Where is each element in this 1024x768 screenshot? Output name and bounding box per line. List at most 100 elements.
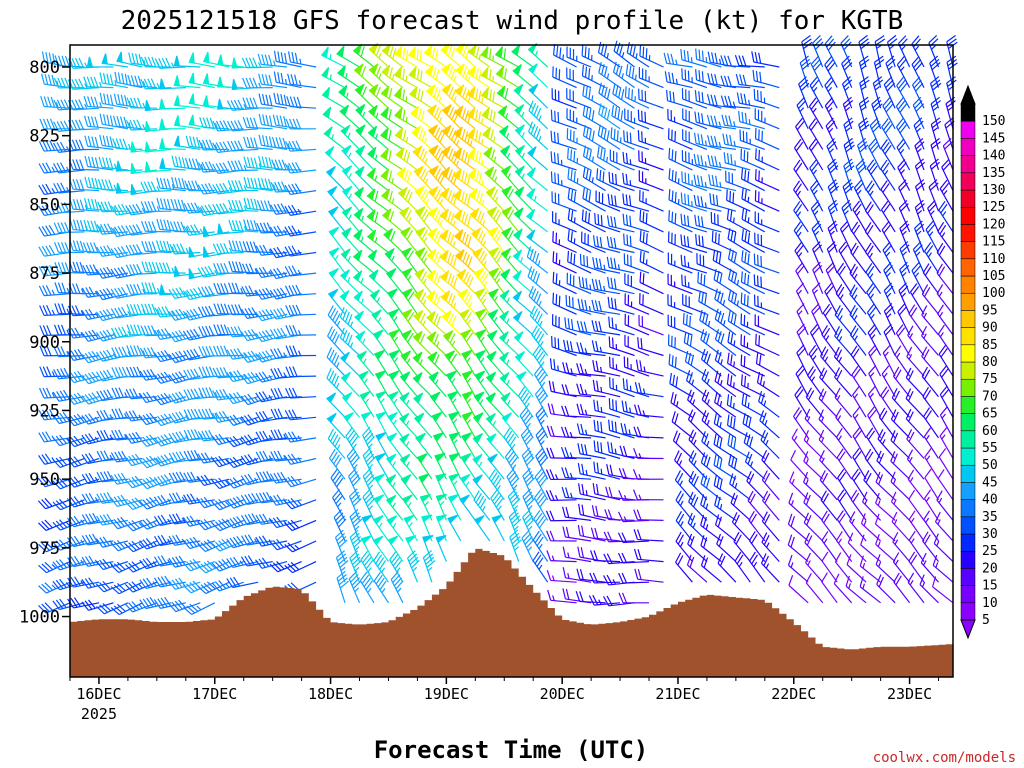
barb-half-flag xyxy=(258,62,262,68)
barb-flag xyxy=(160,414,169,424)
barb-flag xyxy=(163,178,168,189)
barb-flag xyxy=(187,429,193,440)
barb-flag xyxy=(44,73,49,85)
barb-flag xyxy=(161,57,168,69)
barb-flag xyxy=(87,116,92,127)
barb-flag xyxy=(242,97,248,108)
barb-flag xyxy=(273,268,281,279)
barb-half-flag xyxy=(242,373,247,379)
barb-half-flag xyxy=(225,501,230,507)
barb-flag xyxy=(284,184,291,195)
barb-flag xyxy=(42,265,49,276)
barb-flag xyxy=(261,371,270,381)
barb-flag xyxy=(291,162,298,173)
barb-flag xyxy=(292,118,298,130)
barb-flag xyxy=(269,289,277,300)
barb-half-flag xyxy=(254,457,259,463)
barb-flag xyxy=(199,117,204,128)
wind-barb xyxy=(66,370,100,384)
barb-flag xyxy=(133,283,139,295)
barb-flag xyxy=(160,393,169,403)
barb-flag xyxy=(87,136,92,147)
barb-flag xyxy=(41,454,49,464)
barb-flag xyxy=(125,245,132,256)
barb-half-flag xyxy=(239,438,245,444)
barb-half-flag xyxy=(66,146,70,152)
wind-barb xyxy=(110,266,143,279)
barb-half-flag xyxy=(171,62,175,68)
barb-flag xyxy=(273,288,281,299)
barb-flag xyxy=(215,434,223,445)
wind-barb xyxy=(153,371,186,384)
barb-flag xyxy=(59,390,67,401)
barb-flag xyxy=(171,601,180,611)
barb-flag xyxy=(268,54,273,66)
barb-half-flag xyxy=(268,434,273,441)
barb-flag xyxy=(102,580,111,590)
barb-half-flag xyxy=(66,351,70,357)
barb-flag xyxy=(99,559,107,569)
barb-flag xyxy=(182,517,190,527)
barb-flag xyxy=(246,136,251,148)
barb-pennant xyxy=(203,226,210,238)
barb-flag xyxy=(96,515,103,526)
barb-flag xyxy=(236,516,244,526)
barb-flag xyxy=(202,117,208,128)
barb-flag xyxy=(206,539,216,548)
barb-flag xyxy=(295,140,302,151)
barb-staff xyxy=(247,478,273,486)
wind-barb xyxy=(99,92,129,109)
barb-flag xyxy=(142,598,150,609)
barb-staff xyxy=(72,168,100,171)
barb-flag xyxy=(178,287,186,297)
wind-barb xyxy=(243,136,273,150)
barb-flag xyxy=(140,78,146,90)
barb-flag xyxy=(240,353,249,363)
barb-flag xyxy=(273,368,280,379)
barb-flag xyxy=(53,77,60,89)
barb-flag xyxy=(149,455,158,465)
wind-barb xyxy=(141,240,172,254)
barb-flag xyxy=(262,471,269,482)
barb-flag xyxy=(288,140,295,152)
wind-barb xyxy=(37,497,71,510)
barb-flag xyxy=(193,388,200,399)
barb-flag xyxy=(214,478,224,488)
barb-flag xyxy=(42,366,49,377)
barb-flag xyxy=(273,450,280,462)
barb-flag xyxy=(99,582,108,591)
barb-flag xyxy=(100,450,107,461)
barb-flag xyxy=(99,410,107,421)
barb-flag xyxy=(166,219,171,231)
barb-flag xyxy=(208,366,215,377)
barb-flag xyxy=(186,472,193,483)
barb-half-flag xyxy=(124,412,128,419)
barb-flag xyxy=(198,139,204,151)
barb-flag xyxy=(125,264,132,275)
barb-flag xyxy=(270,348,277,359)
barb-flag xyxy=(270,451,277,462)
wind-barb xyxy=(227,160,259,172)
barb-flag xyxy=(81,310,89,320)
barb-staff xyxy=(232,396,259,405)
wind-barb xyxy=(255,350,288,363)
barb-flag xyxy=(227,180,233,191)
barb-staff xyxy=(146,437,172,447)
barb-flag xyxy=(128,562,137,572)
barb-flag xyxy=(106,135,110,147)
wind-barb xyxy=(126,97,157,109)
barb-staff xyxy=(290,61,317,68)
barb-flag xyxy=(171,412,179,423)
barb-flag xyxy=(157,598,165,608)
barb-staff xyxy=(276,519,302,529)
barb-flag xyxy=(229,415,238,425)
barb-flag xyxy=(211,582,220,592)
barb-half-flag xyxy=(141,207,146,214)
wind-barb xyxy=(269,307,302,320)
barb-flag xyxy=(100,223,107,235)
barb-flag xyxy=(100,430,107,441)
wind-barb xyxy=(226,348,259,360)
barb-staff xyxy=(74,478,100,488)
wind-barb xyxy=(188,72,215,89)
wind-barb xyxy=(255,450,288,462)
